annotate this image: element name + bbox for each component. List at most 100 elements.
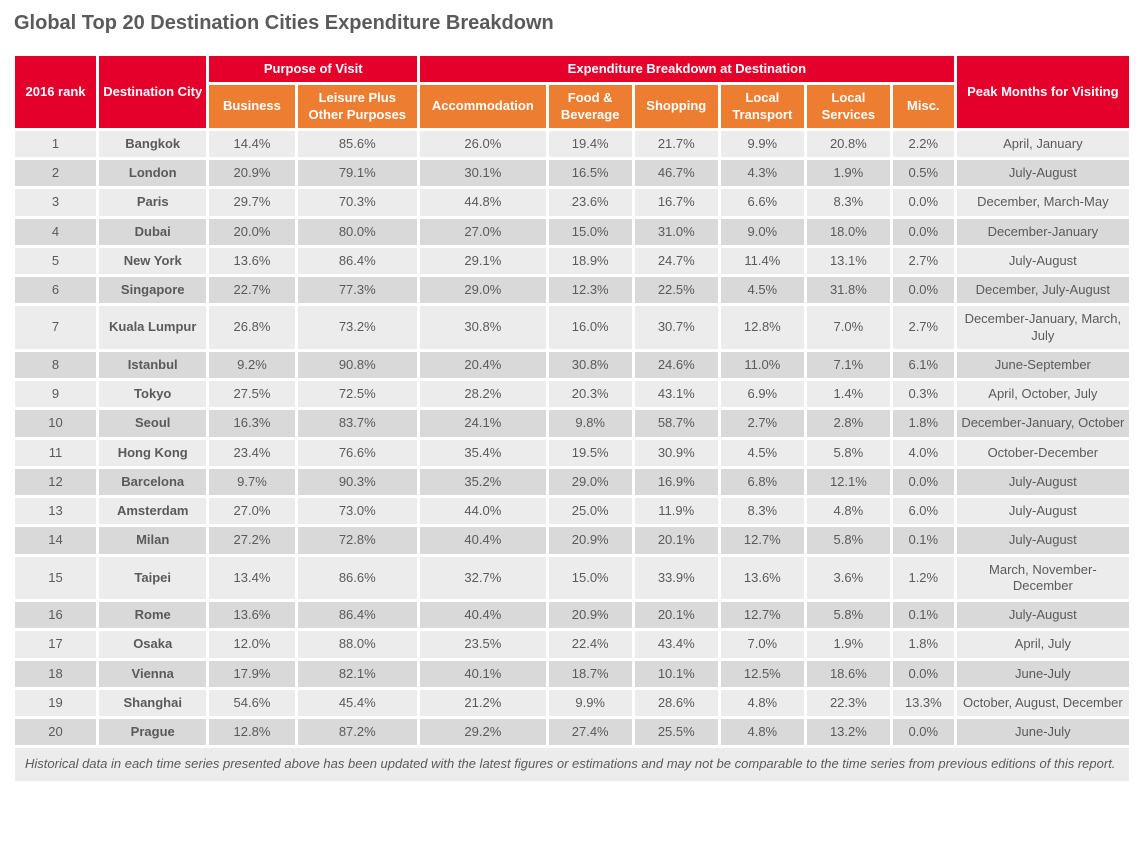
- cell-city: Paris: [99, 189, 206, 215]
- cell-accommodation: 21.2%: [420, 690, 546, 716]
- cell-business: 12.8%: [209, 719, 294, 745]
- cell-business: 16.3%: [209, 410, 294, 436]
- cell-peak: July-August: [957, 498, 1129, 524]
- cell-peak: December-January, March, July: [957, 306, 1129, 349]
- table-row: 14Milan27.2%72.8%40.4%20.9%20.1%12.7%5.8…: [15, 527, 1129, 553]
- cell-business: 9.2%: [209, 352, 294, 378]
- cell-accommodation: 28.2%: [420, 381, 546, 407]
- cell-food: 27.4%: [549, 719, 632, 745]
- page-title: Global Top 20 Destination Cities Expendi…: [14, 12, 1132, 35]
- cell-city: Hong Kong: [99, 440, 206, 466]
- cell-leisure: 86.4%: [298, 602, 418, 628]
- cell-services: 18.0%: [807, 219, 890, 245]
- cell-services: 5.8%: [807, 602, 890, 628]
- cell-transport: 11.0%: [721, 352, 804, 378]
- cell-accommodation: 27.0%: [420, 219, 546, 245]
- header-business: Business: [209, 85, 294, 128]
- cell-leisure: 90.3%: [298, 469, 418, 495]
- cell-peak: October, August, December: [957, 690, 1129, 716]
- cell-business: 12.0%: [209, 631, 294, 657]
- cell-peak: July-August: [957, 469, 1129, 495]
- header-purpose-group: Purpose of Visit: [209, 56, 417, 82]
- cell-rank: 17: [15, 631, 96, 657]
- header-leisure: Leisure Plus Other Purposes: [298, 85, 418, 128]
- cell-food: 18.7%: [549, 661, 632, 687]
- cell-transport: 9.0%: [721, 219, 804, 245]
- cell-rank: 7: [15, 306, 96, 349]
- cell-accommodation: 26.0%: [420, 131, 546, 157]
- cell-shopping: 25.5%: [635, 719, 718, 745]
- table-row: 9Tokyo27.5%72.5%28.2%20.3%43.1%6.9%1.4%0…: [15, 381, 1129, 407]
- table-row: 1Bangkok14.4%85.6%26.0%19.4%21.7%9.9%20.…: [15, 131, 1129, 157]
- cell-accommodation: 24.1%: [420, 410, 546, 436]
- cell-rank: 10: [15, 410, 96, 436]
- cell-shopping: 28.6%: [635, 690, 718, 716]
- cell-accommodation: 30.8%: [420, 306, 546, 349]
- cell-peak: April, October, July: [957, 381, 1129, 407]
- cell-misc: 4.0%: [893, 440, 954, 466]
- cell-misc: 6.0%: [893, 498, 954, 524]
- cell-leisure: 79.1%: [298, 160, 418, 186]
- cell-services: 18.6%: [807, 661, 890, 687]
- cell-food: 9.9%: [549, 690, 632, 716]
- cell-services: 8.3%: [807, 189, 890, 215]
- cell-services: 31.8%: [807, 277, 890, 303]
- cell-shopping: 46.7%: [635, 160, 718, 186]
- cell-transport: 11.4%: [721, 248, 804, 274]
- cell-transport: 4.5%: [721, 440, 804, 466]
- cell-rank: 18: [15, 661, 96, 687]
- cell-city: Istanbul: [99, 352, 206, 378]
- cell-transport: 2.7%: [721, 410, 804, 436]
- cell-accommodation: 30.1%: [420, 160, 546, 186]
- cell-services: 1.9%: [807, 160, 890, 186]
- cell-misc: 0.3%: [893, 381, 954, 407]
- cell-rank: 1: [15, 131, 96, 157]
- cell-peak: December, July-August: [957, 277, 1129, 303]
- cell-city: Amsterdam: [99, 498, 206, 524]
- cell-business: 27.5%: [209, 381, 294, 407]
- cell-food: 23.6%: [549, 189, 632, 215]
- cell-shopping: 21.7%: [635, 131, 718, 157]
- cell-transport: 7.0%: [721, 631, 804, 657]
- cell-shopping: 30.7%: [635, 306, 718, 349]
- cell-accommodation: 40.1%: [420, 661, 546, 687]
- cell-peak: December, March-May: [957, 189, 1129, 215]
- cell-accommodation: 29.2%: [420, 719, 546, 745]
- cell-misc: 0.0%: [893, 661, 954, 687]
- cell-services: 22.3%: [807, 690, 890, 716]
- cell-peak: July-August: [957, 602, 1129, 628]
- expenditure-table: 2016 rank Destination City Purpose of Vi…: [12, 53, 1132, 784]
- cell-rank: 19: [15, 690, 96, 716]
- cell-food: 19.5%: [549, 440, 632, 466]
- cell-transport: 6.9%: [721, 381, 804, 407]
- cell-services: 3.6%: [807, 557, 890, 600]
- cell-misc: 0.1%: [893, 602, 954, 628]
- cell-peak: December-January: [957, 219, 1129, 245]
- cell-peak: July-August: [957, 527, 1129, 553]
- table-row: 16Rome13.6%86.4%40.4%20.9%20.1%12.7%5.8%…: [15, 602, 1129, 628]
- cell-shopping: 30.9%: [635, 440, 718, 466]
- cell-services: 13.1%: [807, 248, 890, 274]
- cell-leisure: 76.6%: [298, 440, 418, 466]
- cell-rank: 13: [15, 498, 96, 524]
- cell-business: 27.0%: [209, 498, 294, 524]
- cell-business: 13.6%: [209, 602, 294, 628]
- cell-misc: 0.0%: [893, 277, 954, 303]
- cell-transport: 12.7%: [721, 527, 804, 553]
- cell-food: 29.0%: [549, 469, 632, 495]
- cell-accommodation: 35.2%: [420, 469, 546, 495]
- cell-peak: April, July: [957, 631, 1129, 657]
- cell-shopping: 16.7%: [635, 189, 718, 215]
- cell-peak: June-July: [957, 719, 1129, 745]
- cell-food: 20.3%: [549, 381, 632, 407]
- cell-business: 22.7%: [209, 277, 294, 303]
- cell-accommodation: 44.0%: [420, 498, 546, 524]
- cell-business: 23.4%: [209, 440, 294, 466]
- cell-city: Seoul: [99, 410, 206, 436]
- cell-food: 16.0%: [549, 306, 632, 349]
- cell-rank: 16: [15, 602, 96, 628]
- cell-business: 13.6%: [209, 248, 294, 274]
- cell-business: 27.2%: [209, 527, 294, 553]
- cell-peak: June-July: [957, 661, 1129, 687]
- cell-city: Taipei: [99, 557, 206, 600]
